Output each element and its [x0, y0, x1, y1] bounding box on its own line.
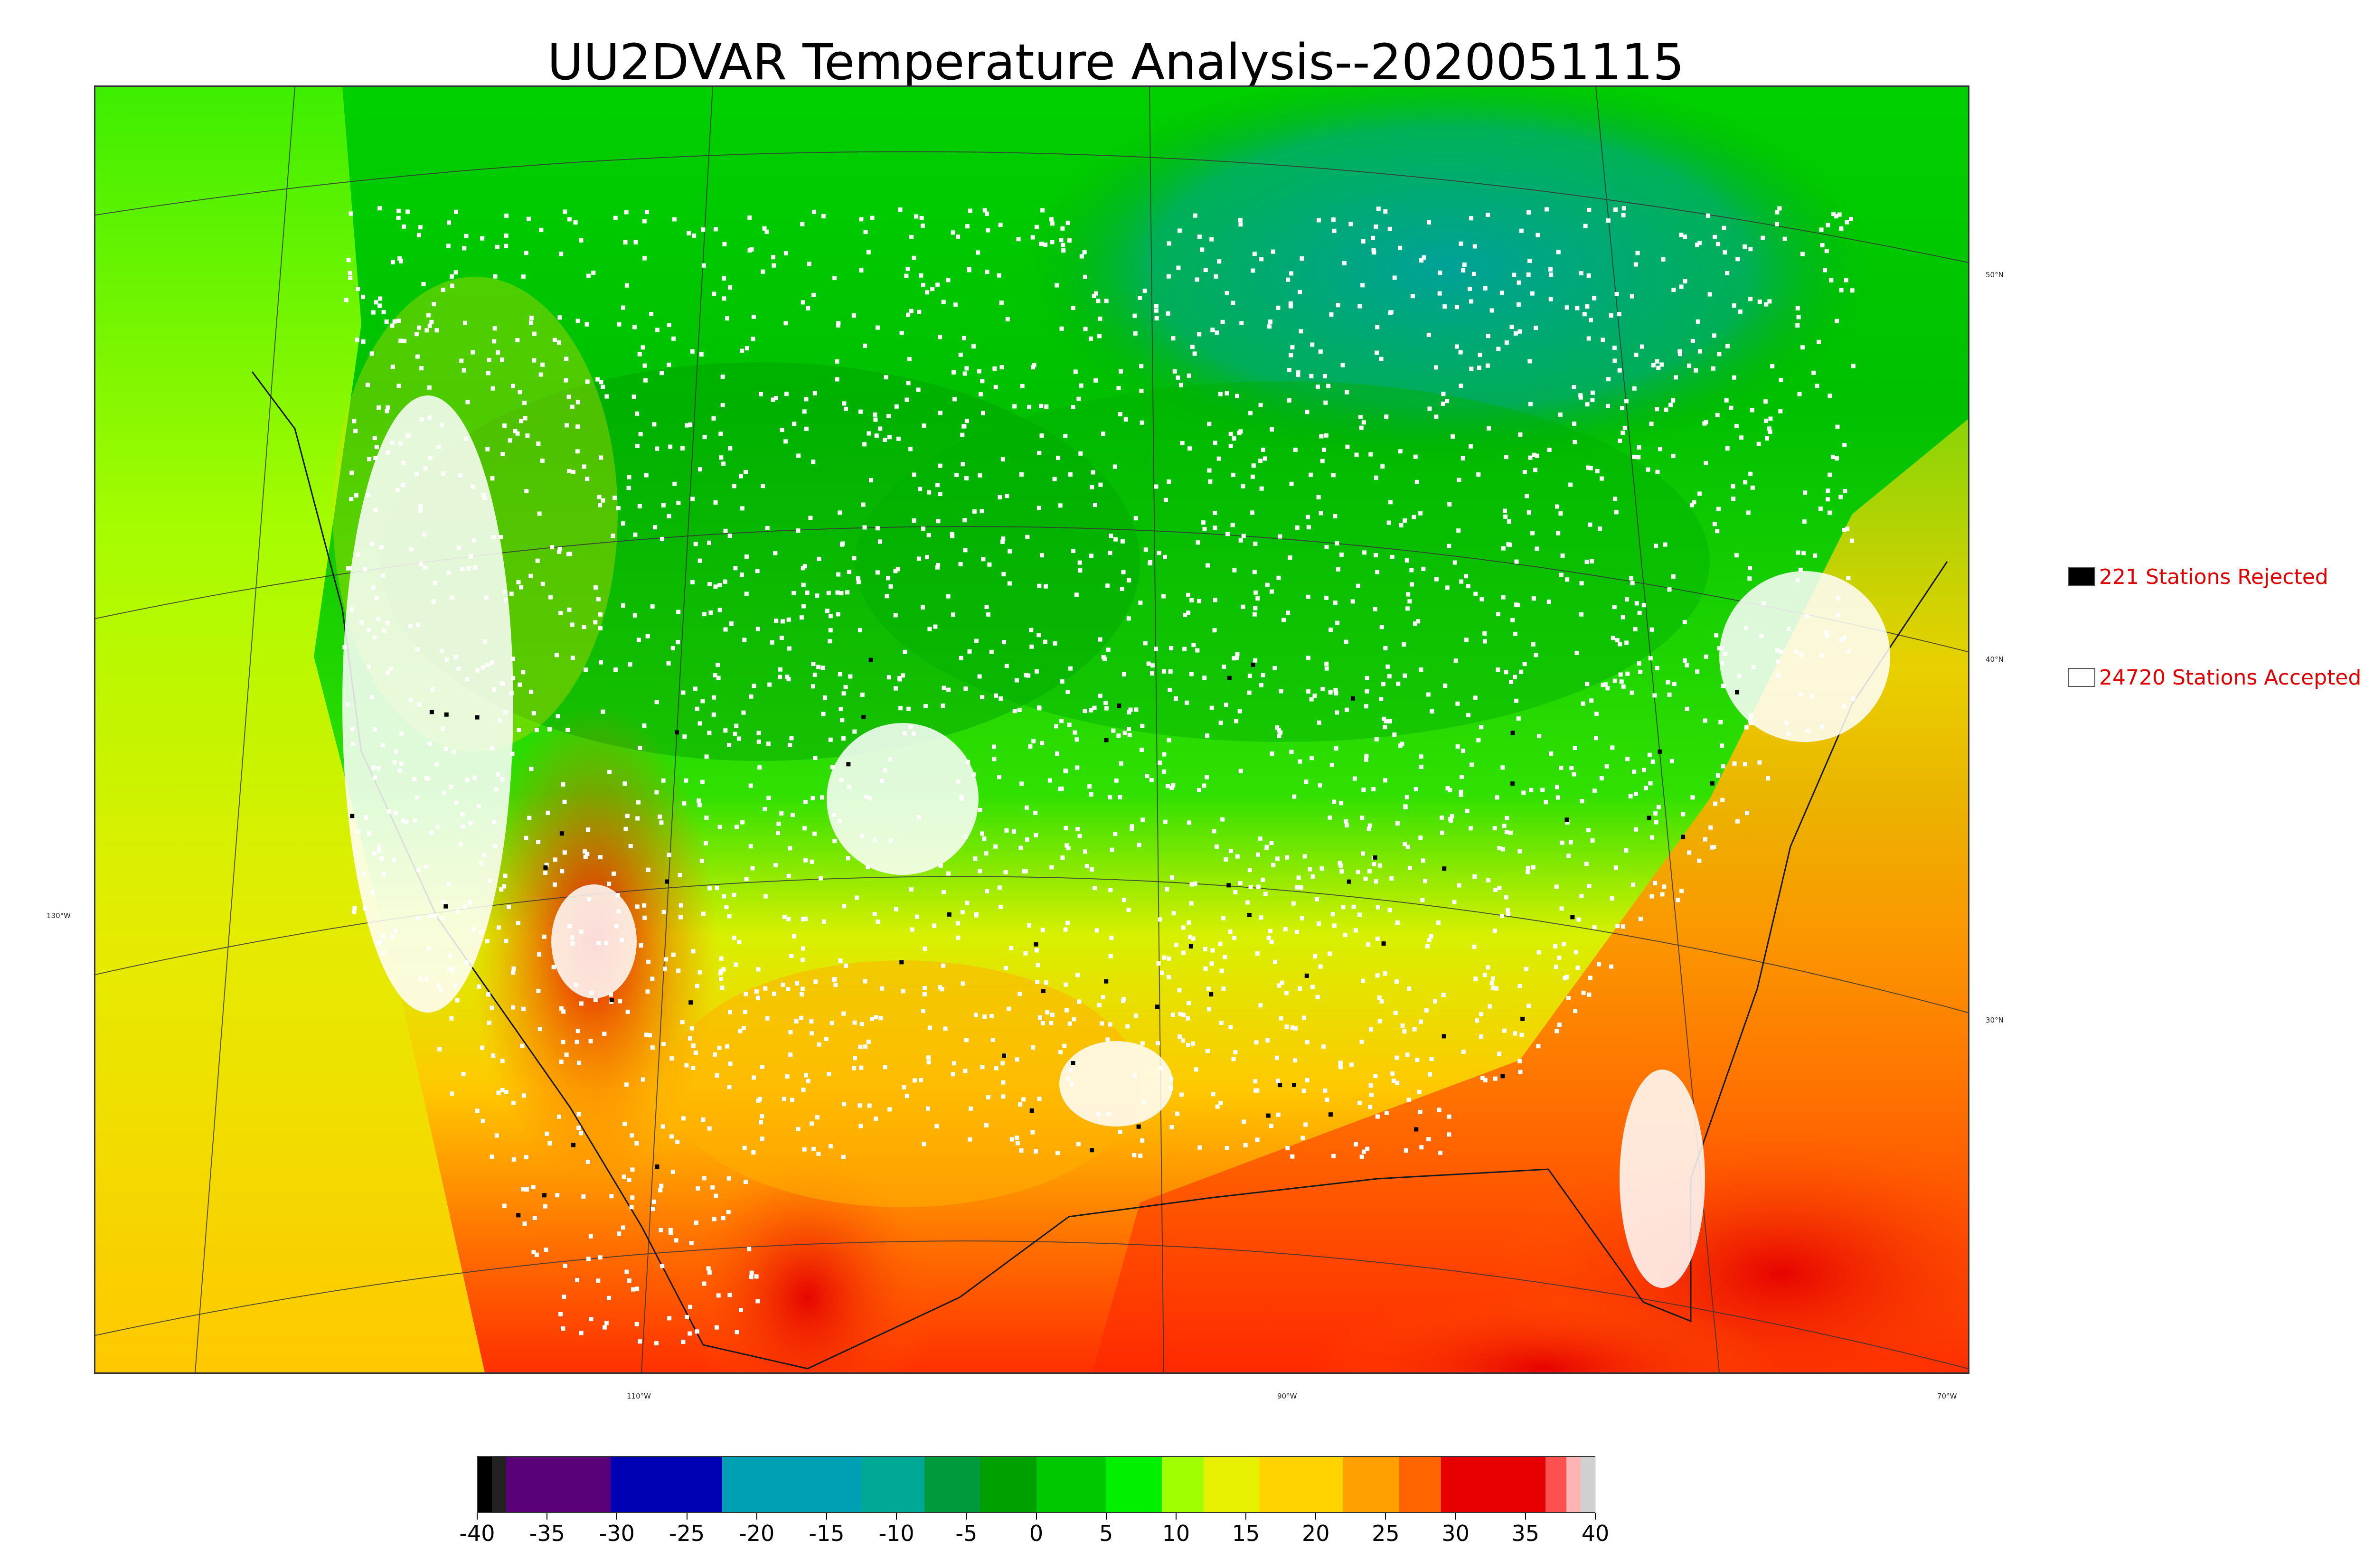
legend-rejected: 221 Stations Rejected	[2068, 563, 2328, 591]
map-title: UU2DVAR Temperature Analysis--2020051115	[547, 33, 1685, 91]
colorbar-tick-label: -40	[459, 1521, 495, 1546]
latitude-label-30: 30°N	[1986, 1016, 2004, 1024]
colorbar-segment	[506, 1457, 612, 1512]
colorbar-segment	[1161, 1457, 1205, 1512]
colorbar-tick-label: -10	[878, 1521, 914, 1546]
legend-accepted: 24720 Stations Accepted	[2068, 663, 2361, 692]
rejected-station-dots	[350, 657, 1740, 1218]
colorbar-tick-label: 5	[1099, 1521, 1113, 1546]
colorbar-tick	[896, 1513, 897, 1520]
colorbar-tick-label: -15	[809, 1521, 845, 1546]
colorbar-segment	[478, 1457, 493, 1512]
colorbar-segment	[492, 1457, 507, 1512]
colorbar-segment	[1204, 1457, 1260, 1512]
colorbar-tick-label: -25	[669, 1521, 705, 1546]
rejected-swatch	[2068, 567, 2095, 586]
colorbar-segment	[980, 1457, 1037, 1512]
temperature-colorbar	[477, 1456, 1595, 1513]
colorbar-tick-label: 15	[1232, 1521, 1260, 1546]
colorbar-tick	[477, 1513, 478, 1520]
rejected-label: 221 Stations Rejected	[2099, 564, 2328, 589]
colorbar-segment	[1399, 1457, 1441, 1512]
colorbar-segment	[924, 1457, 981, 1512]
temperature-map[interactable]	[94, 85, 1969, 1374]
colorbar-tick	[1525, 1513, 1526, 1520]
colorbar-segment	[1036, 1457, 1107, 1512]
colorbar-segment	[1259, 1457, 1344, 1512]
colorbar-tick-label: -30	[599, 1521, 635, 1546]
colorbar-tick	[1315, 1513, 1317, 1520]
colorbar-tick	[1385, 1513, 1386, 1520]
longitude-label-110: 110°W	[627, 1392, 651, 1400]
colorbar-tick-label: 25	[1372, 1521, 1400, 1546]
colorbar-tick	[966, 1513, 967, 1520]
colorbar-tick-label: -20	[739, 1521, 775, 1546]
colorbar-tick	[1175, 1513, 1177, 1520]
colorbar-tick	[756, 1513, 757, 1520]
colorbar-tick	[1105, 1513, 1107, 1520]
accepted-swatch	[2068, 668, 2095, 687]
colorbar-segment	[862, 1457, 925, 1512]
longitude-label-130: 130°W	[47, 911, 71, 920]
temperature-field	[95, 87, 1968, 1372]
colorbar-segment	[611, 1457, 723, 1512]
colorbar-tick-label: 30	[1441, 1521, 1470, 1546]
colorbar-segment	[1441, 1457, 1546, 1512]
colorbar-tick	[1455, 1513, 1456, 1520]
colorbar-segment	[1343, 1457, 1400, 1512]
colorbar-tick-label: 0	[1029, 1521, 1044, 1546]
latitude-label-50: 50°N	[1986, 271, 2004, 279]
colorbar-tick-label: -35	[529, 1521, 565, 1546]
latitude-label-40: 40°N	[1986, 655, 2004, 664]
colorbar-tick	[1036, 1513, 1037, 1520]
colorbar-tick	[546, 1513, 548, 1520]
colorbar-tick-label: 20	[1301, 1521, 1330, 1546]
colorbar-tick	[686, 1513, 688, 1520]
colorbar-ticks: -40 -35 -30 -25 -20 -15 -10 -5 0 5 10 15 20 25 30 35 40	[459, 1513, 1609, 1546]
colorbar-segment	[1566, 1457, 1581, 1512]
colorbar-tick	[616, 1513, 618, 1520]
longitude-label-90: 90°W	[1277, 1392, 1297, 1400]
colorbar-tick	[1245, 1513, 1247, 1520]
colorbar-tick	[1595, 1513, 1596, 1520]
colorbar-segment	[1580, 1457, 1595, 1512]
colorbar-segment	[1106, 1457, 1162, 1512]
colorbar-tick-label: 35	[1511, 1521, 1540, 1546]
colorbar-segment	[1545, 1457, 1567, 1512]
accepted-station-cluster	[342, 395, 1890, 1288]
colorbar-segment	[722, 1457, 863, 1512]
accepted-label: 24720 Stations Accepted	[2099, 665, 2362, 690]
colorbar-tick	[826, 1513, 827, 1520]
longitude-label-70: 70°W	[1937, 1392, 1957, 1400]
colorbar-tick-label: -5	[955, 1521, 978, 1546]
colorbar-tick-label: 40	[1581, 1521, 1610, 1546]
accepted-station-dots	[342, 206, 1856, 1346]
colorbar-tick-label: 10	[1162, 1521, 1190, 1546]
